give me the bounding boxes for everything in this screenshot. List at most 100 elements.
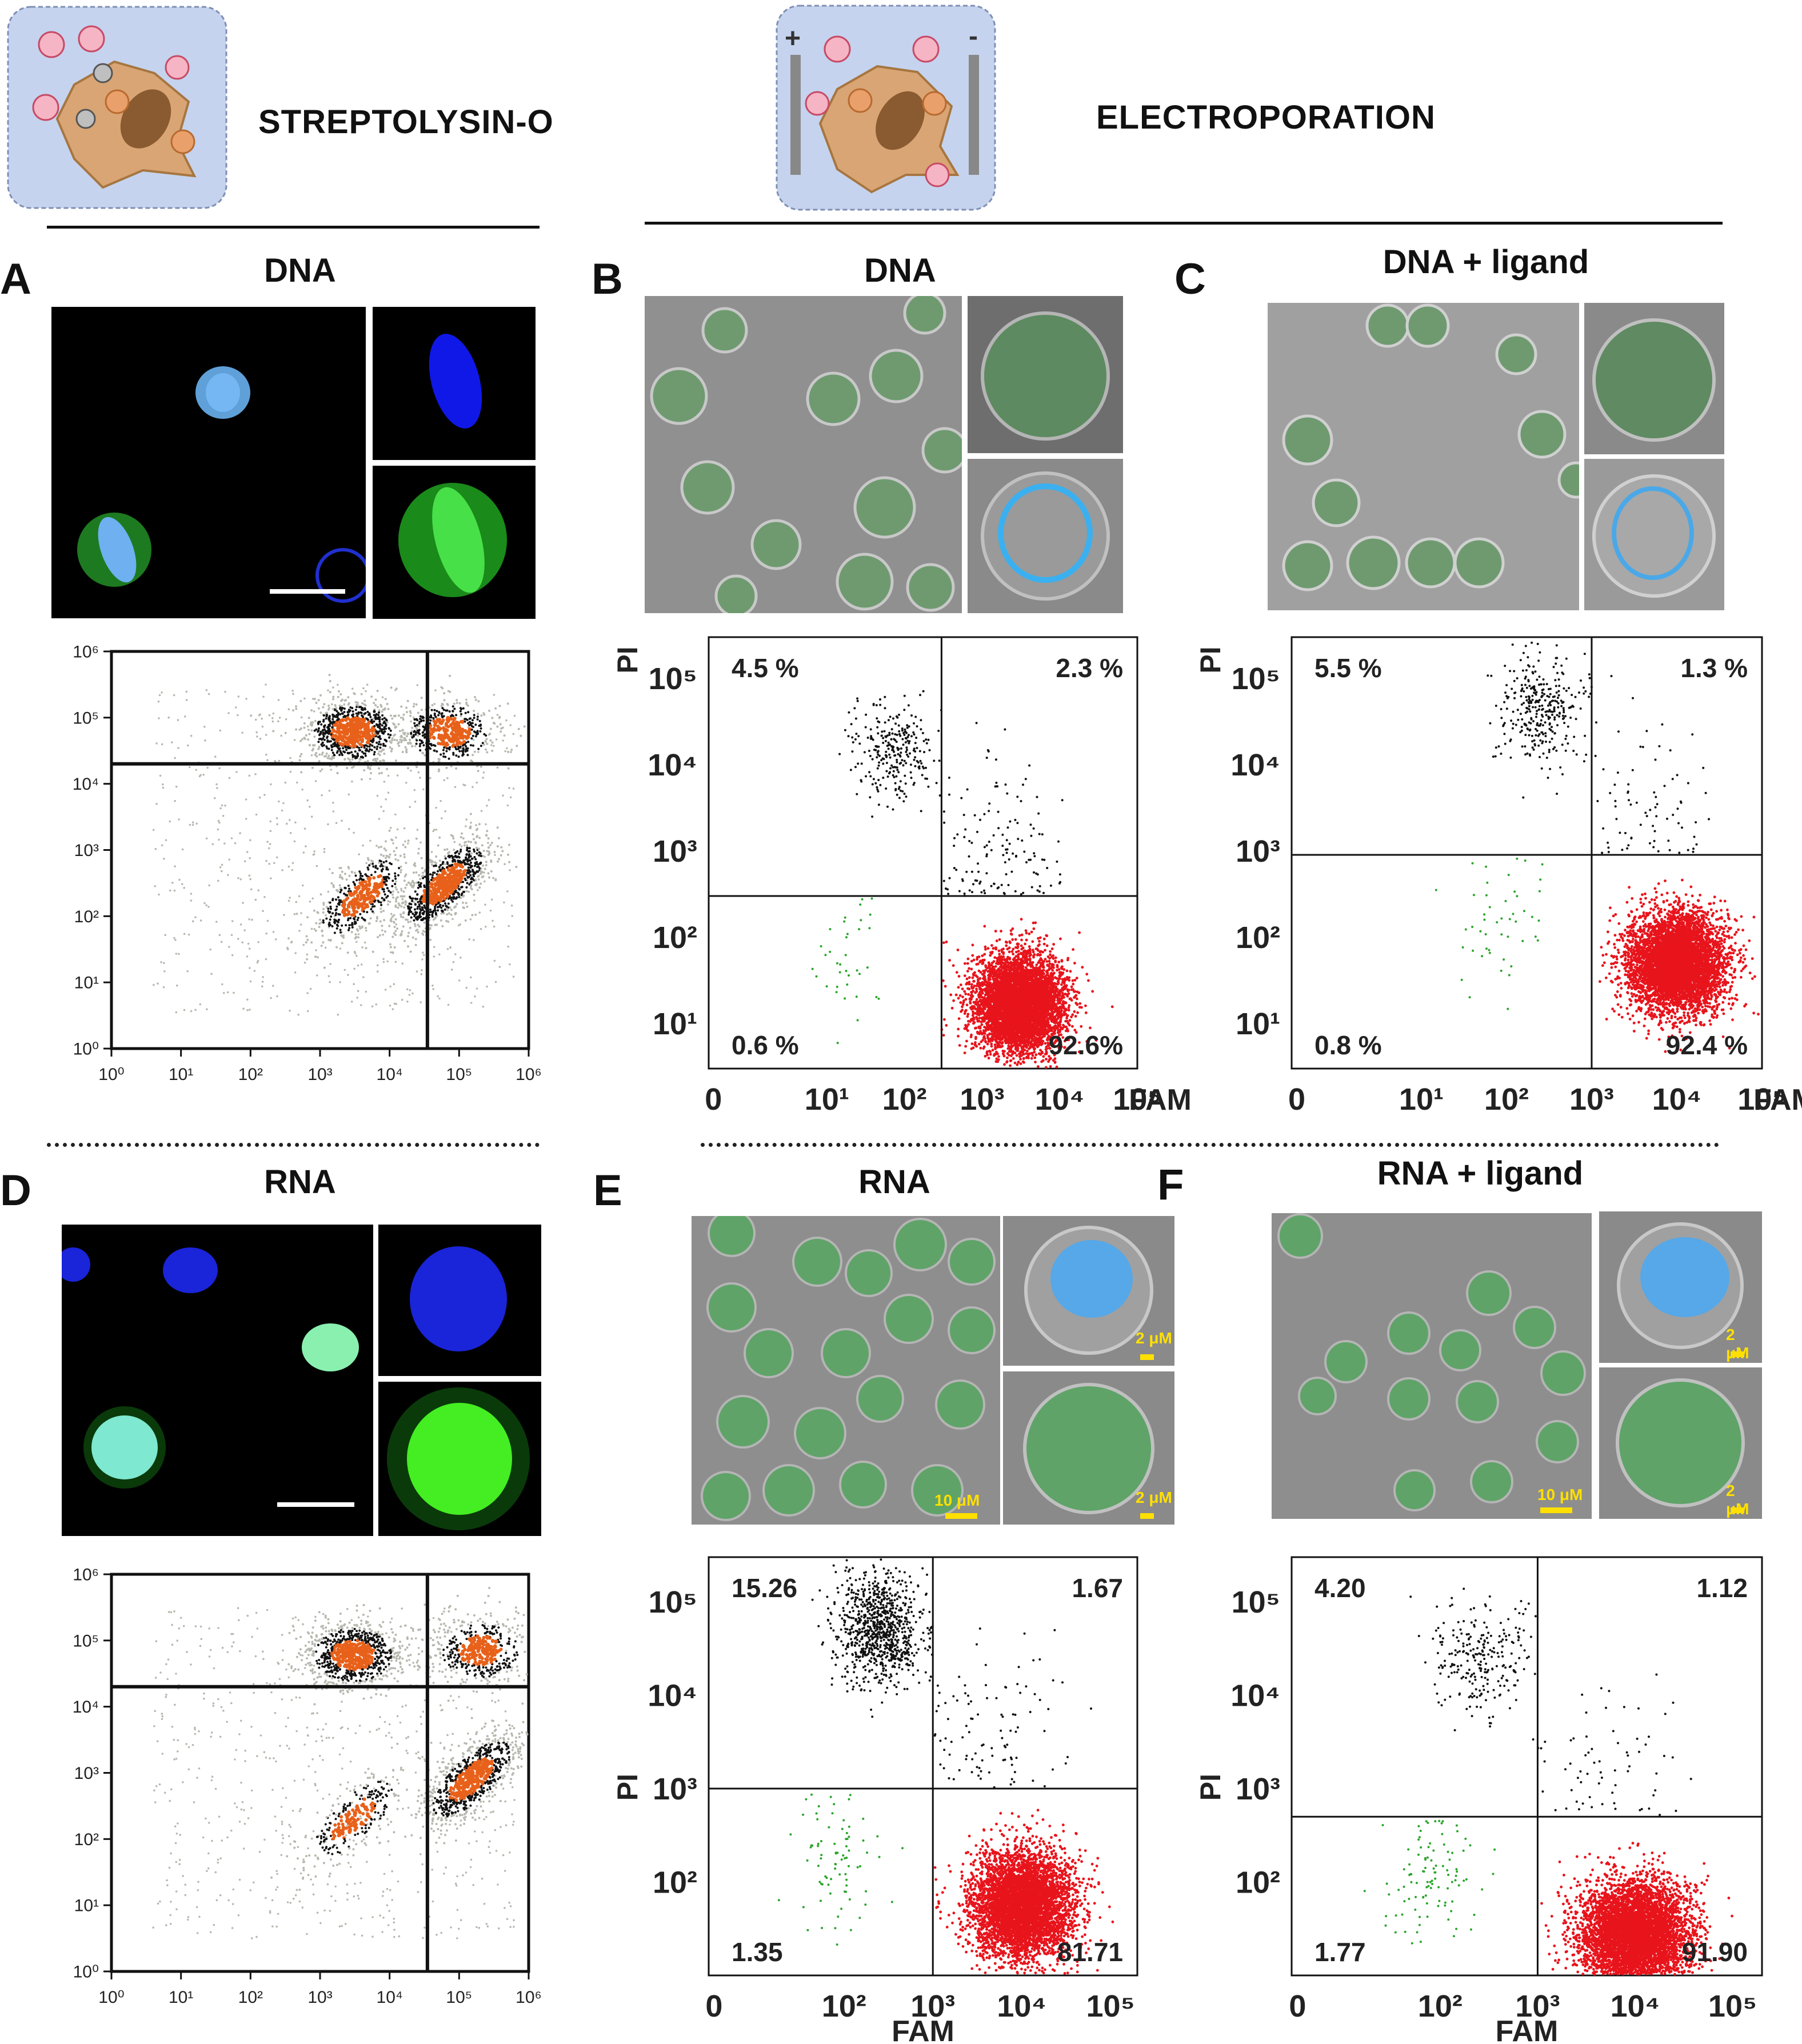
data-point (473, 710, 476, 712)
data-point (458, 861, 461, 863)
data-point (456, 850, 459, 853)
data-point (430, 851, 433, 853)
scale-bar (277, 1502, 354, 1507)
data-point (305, 734, 307, 737)
data-point (415, 739, 418, 742)
data-point (507, 853, 509, 856)
data-point (205, 689, 208, 691)
data-point (1078, 1002, 1082, 1005)
data-point (303, 726, 306, 729)
data-point (442, 905, 445, 907)
data-point (423, 886, 426, 889)
data-point (442, 879, 446, 883)
data-point (230, 934, 233, 937)
data-point (472, 754, 474, 757)
data-point (414, 908, 416, 911)
data-point (353, 726, 357, 730)
data-point (354, 900, 358, 904)
data-point (215, 783, 218, 786)
data-point (251, 918, 253, 921)
data-point (484, 903, 486, 906)
data-point (473, 856, 476, 858)
data-point (295, 901, 297, 903)
data-point (321, 753, 323, 756)
data-point (488, 876, 490, 879)
data-point (369, 767, 371, 770)
data-point (464, 750, 467, 753)
data-point (970, 967, 973, 971)
data-point (350, 1001, 353, 1003)
data-point (346, 751, 349, 754)
data-point (1110, 1005, 1114, 1009)
panel-label-e: E (593, 1166, 622, 1215)
data-point (377, 901, 380, 903)
data-point (446, 866, 449, 869)
data-point (510, 751, 512, 753)
data-point (434, 877, 438, 881)
data-point (963, 1012, 966, 1015)
data-point (192, 920, 194, 922)
data-point (998, 953, 1001, 956)
data-point (381, 724, 383, 727)
data-point (486, 805, 488, 807)
data-point (357, 713, 359, 715)
data-point (452, 855, 454, 858)
data-point (433, 723, 437, 727)
data-point (432, 830, 434, 833)
data-point (259, 738, 262, 740)
data-point (461, 832, 464, 835)
data-point (468, 721, 471, 723)
data-point (336, 750, 339, 753)
data-point (369, 917, 372, 920)
data-point (343, 886, 346, 889)
data-point (412, 871, 415, 874)
data-point (379, 910, 382, 913)
data-point (480, 810, 483, 812)
data-point (469, 866, 472, 869)
data-point (403, 906, 406, 909)
data-point (449, 690, 452, 693)
data-point (447, 912, 450, 915)
data-point (299, 699, 302, 702)
data-point (395, 1003, 397, 1005)
data-point (385, 875, 387, 878)
data-point (413, 919, 415, 922)
data-point (380, 806, 382, 808)
data-point (407, 742, 410, 745)
data-point (374, 704, 377, 707)
data-point (979, 971, 982, 974)
data-point (337, 690, 340, 693)
data-point (376, 757, 379, 760)
data-point (482, 771, 485, 774)
data-point (237, 695, 240, 698)
data-point (395, 880, 397, 883)
data-point (439, 734, 443, 738)
data-point (481, 844, 484, 847)
data-point (211, 843, 214, 846)
data-point (469, 884, 472, 887)
slo-schematic (6, 5, 229, 210)
data-point (390, 920, 393, 923)
data-point (261, 981, 264, 983)
data-point (475, 883, 478, 886)
data-point (313, 850, 315, 853)
data-point (389, 714, 392, 717)
data-point (418, 729, 421, 731)
data-point (245, 798, 247, 801)
data-point (342, 911, 346, 915)
data-point (298, 895, 301, 898)
data-point (353, 922, 356, 925)
data-point (492, 722, 495, 724)
data-point (389, 734, 392, 737)
data-point (447, 920, 450, 923)
data-point (1045, 944, 1049, 947)
data-point (409, 710, 411, 713)
data-point (421, 958, 423, 961)
data-point (389, 946, 392, 949)
data-point (374, 871, 377, 873)
data-point (449, 674, 452, 677)
data-point (382, 910, 385, 912)
data-point (961, 1005, 964, 1009)
data-point (390, 750, 393, 753)
data-point (287, 937, 290, 939)
